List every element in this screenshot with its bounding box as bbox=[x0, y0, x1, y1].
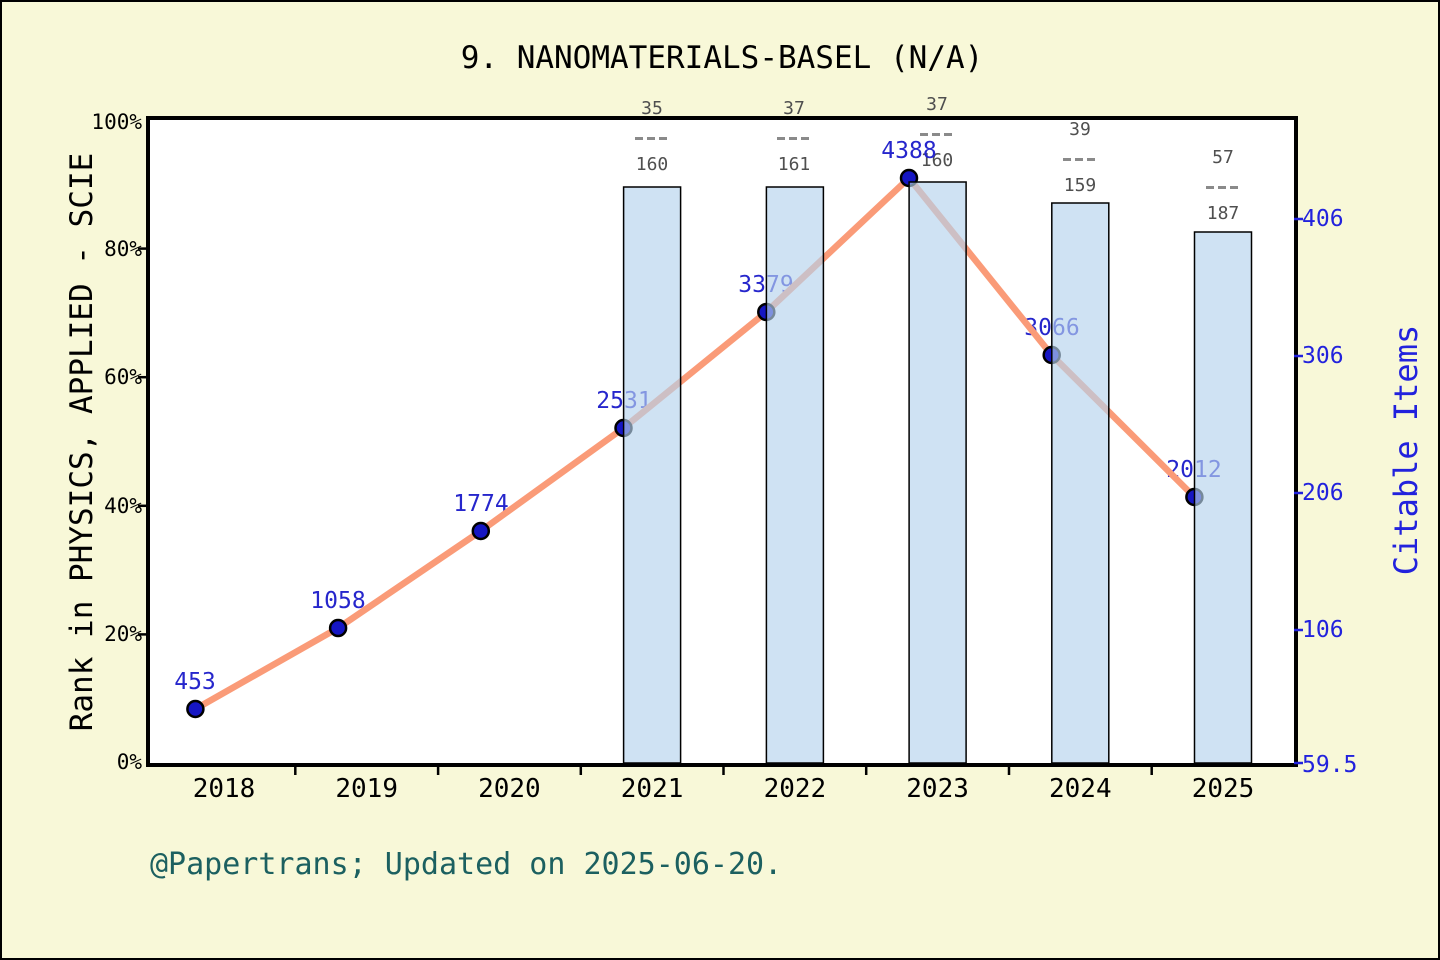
left-axis-tick-100: 100% bbox=[91, 110, 142, 134]
fraction-denominator: 187 bbox=[1206, 203, 1240, 224]
fraction-divider bbox=[1063, 158, 1097, 161]
fraction-divider bbox=[920, 133, 954, 136]
x-tick-2021: 2021 bbox=[620, 774, 684, 804]
x-tick-2025: 2025 bbox=[1191, 774, 1255, 804]
fraction-numerator: 57 bbox=[1212, 147, 1234, 168]
rank-fraction-2025: 57 187 bbox=[1178, 148, 1268, 224]
right-axis-tick-59-5: 59.5 bbox=[1302, 752, 1358, 778]
point-label-2021: 2531 bbox=[596, 388, 652, 414]
rank-fraction-2023: 37 160 bbox=[892, 95, 982, 171]
fraction-numerator: 37 bbox=[783, 98, 805, 119]
fraction-denominator: 160 bbox=[635, 154, 669, 175]
left-axis-tick-0: 0% bbox=[116, 750, 142, 774]
fraction-divider bbox=[635, 137, 669, 140]
point-label-2018: 453 bbox=[174, 669, 216, 695]
x-tick-2024: 2024 bbox=[1048, 774, 1112, 804]
point-label-2023: 4388 bbox=[881, 138, 937, 164]
rank-fraction-2022: 37 161 bbox=[749, 99, 839, 175]
point-label-2020: 1774 bbox=[453, 491, 509, 517]
fraction-numerator: 37 bbox=[926, 94, 948, 115]
x-tick-2023: 2023 bbox=[906, 774, 969, 804]
x-tick-2019: 2019 bbox=[335, 774, 398, 804]
rank-fraction-2021: 35 160 bbox=[607, 99, 697, 175]
rank-fraction-2024: 39 159 bbox=[1035, 120, 1125, 196]
point-label-2025: 2012 bbox=[1166, 457, 1222, 483]
fraction-denominator: 160 bbox=[920, 150, 954, 171]
fraction-denominator: 159 bbox=[1063, 175, 1097, 196]
point-label-2024: 3066 bbox=[1024, 315, 1080, 341]
fraction-numerator: 35 bbox=[641, 98, 663, 119]
footer-attribution: @Papertrans; Updated on 2025-06-20. bbox=[150, 847, 783, 882]
plot-area bbox=[146, 116, 1298, 767]
x-tick-2022: 2022 bbox=[763, 774, 827, 804]
x-tick-2018: 2018 bbox=[192, 774, 256, 804]
right-axis-tick-406: 406 bbox=[1302, 206, 1344, 232]
fraction-numerator: 39 bbox=[1069, 119, 1091, 140]
fraction-divider bbox=[777, 137, 811, 140]
point-label-2019: 1058 bbox=[310, 588, 366, 614]
right-axis-title: Citable Items bbox=[1387, 324, 1425, 576]
right-axis-tick-306: 306 bbox=[1302, 343, 1344, 369]
right-axis-tick-206: 206 bbox=[1302, 480, 1344, 506]
x-tick-2020: 2020 bbox=[478, 774, 541, 804]
left-axis-title: Rank in PHYSICS, APPLIED - SCIE bbox=[64, 152, 100, 732]
right-axis-tick-106: 106 bbox=[1302, 617, 1344, 643]
left-axis-tick-20: 20% bbox=[104, 622, 142, 646]
left-axis-tick-60: 60% bbox=[104, 365, 142, 389]
left-axis-tick-40: 40% bbox=[104, 494, 142, 518]
fraction-divider bbox=[1206, 186, 1240, 189]
chart-title: 9. NANOMATERIALS-BASEL (N/A) bbox=[460, 40, 984, 76]
point-label-2022: 3379 bbox=[738, 272, 794, 298]
left-axis-tick-80: 80% bbox=[104, 237, 142, 261]
fraction-denominator: 161 bbox=[777, 154, 811, 175]
